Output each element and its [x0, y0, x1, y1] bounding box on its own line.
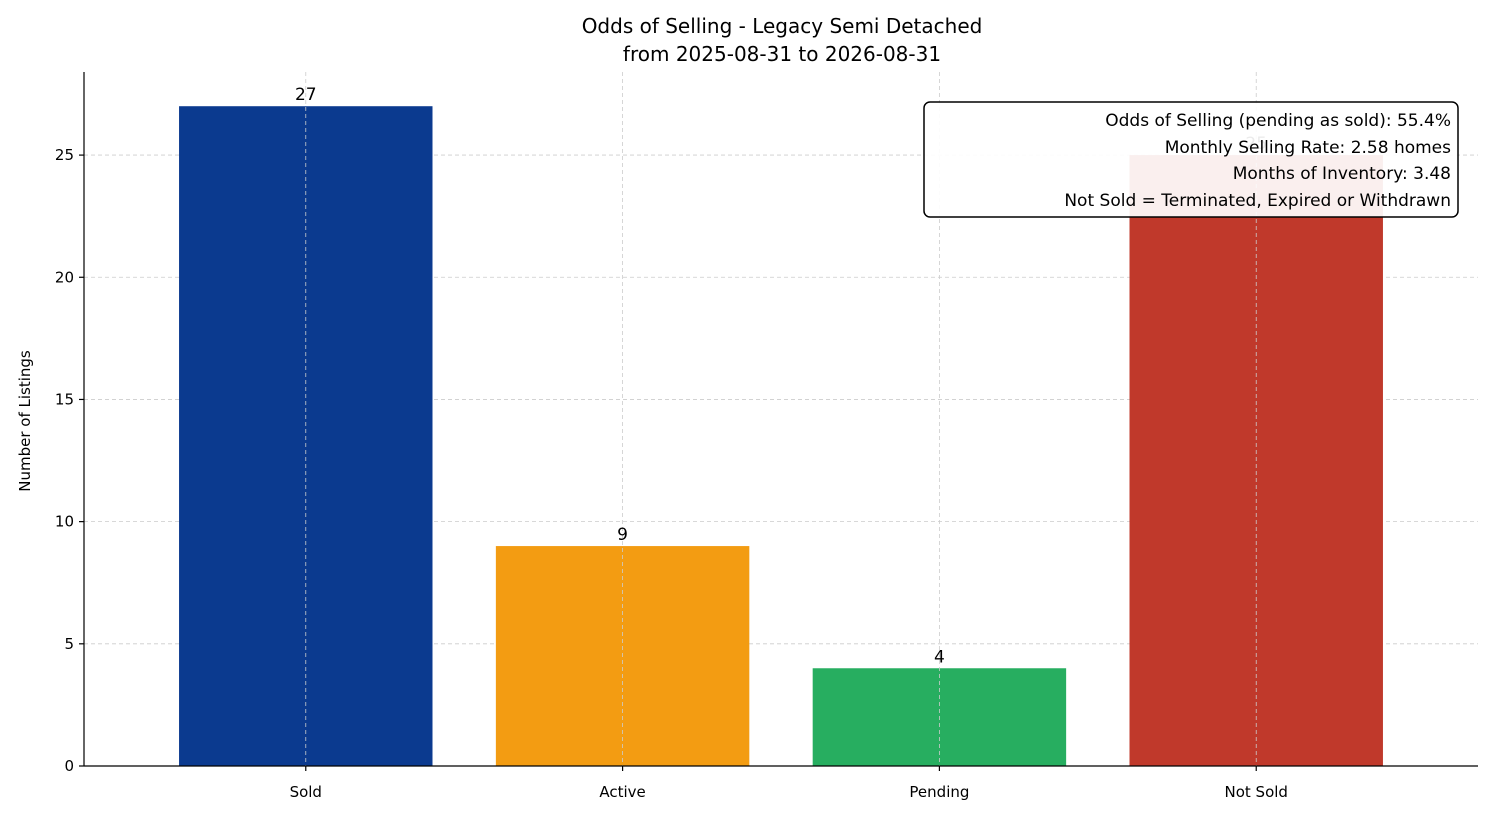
data-label: 27 [295, 85, 317, 105]
y-tick-label: 20 [55, 268, 74, 286]
x-tick-label: Pending [909, 783, 969, 801]
y-tick-label: 0 [64, 757, 74, 775]
data-label: 4 [934, 647, 945, 667]
y-tick-label: 5 [64, 635, 74, 653]
y-tick-label: 10 [55, 513, 74, 531]
chart-subtitle: from 2025-08-31 to 2026-08-31 [623, 42, 941, 66]
annotation-line-rate: Monthly Selling Rate: 2.58 homes [1165, 138, 1451, 158]
y-axis-label: Number of Listings [16, 350, 34, 492]
x-tick-label: Not Sold [1225, 783, 1288, 801]
annotation-frame [923, 101, 1459, 218]
y-tick-label: 25 [55, 146, 74, 164]
annotation-line-inventory: Months of Inventory: 3.48 [1233, 164, 1451, 184]
axes: 0 5 10 15 20 25 Sold Active Pending Not Sold [55, 72, 1478, 801]
x-tick-label: Sold [290, 783, 322, 801]
annotation-line-odds: Odds of Selling (pending as sold): 55.4% [1105, 111, 1451, 131]
annotation-line-definition: Not Sold = Terminated, Expired or Withdr… [1064, 191, 1451, 211]
annotation-box: Odds of Selling (pending as sold): 55.4%… [923, 101, 1459, 218]
data-label: 9 [617, 525, 628, 545]
chart-title: Odds of Selling - Legacy Semi Detached [582, 14, 983, 38]
y-tick-label: 15 [55, 390, 74, 408]
x-tick-label: Active [599, 783, 645, 801]
